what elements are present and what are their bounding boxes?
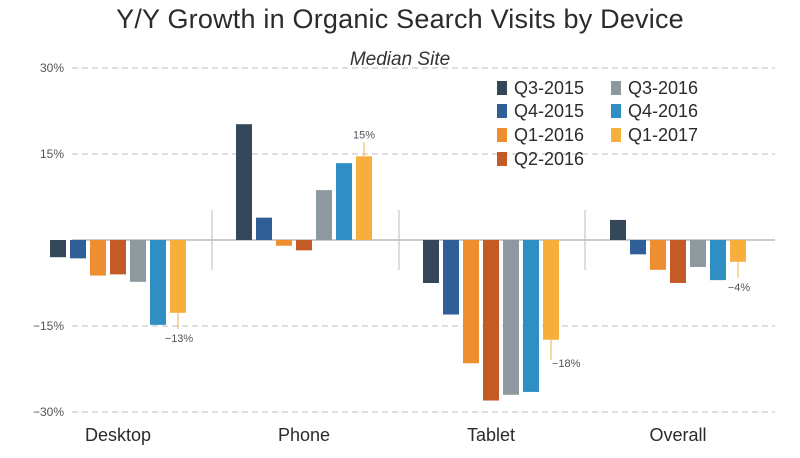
bar — [730, 240, 746, 262]
legend-swatch — [497, 81, 507, 95]
legend-swatch — [611, 104, 621, 118]
y-tick-label: 15% — [40, 147, 64, 161]
bar — [236, 124, 252, 240]
bar — [630, 240, 646, 255]
data-label: −13% — [165, 333, 194, 345]
legend-label: Q2-2016 — [514, 149, 584, 169]
bar — [503, 240, 519, 395]
bar — [170, 240, 186, 313]
legend-swatch — [611, 128, 621, 142]
y-tick-label: 30% — [40, 61, 64, 75]
bar — [296, 240, 312, 251]
legend-swatch — [497, 104, 507, 118]
bar — [650, 240, 666, 270]
data-label: −4% — [728, 282, 751, 294]
legend-label: Q1-2016 — [514, 125, 584, 145]
legend-label: Q3-2016 — [628, 78, 698, 98]
category-label: Overall — [649, 425, 706, 445]
bar — [50, 240, 66, 258]
data-label: −18% — [552, 358, 581, 370]
bar — [523, 240, 539, 392]
bar — [276, 240, 292, 246]
data-label: 15% — [353, 129, 375, 141]
legend-swatch — [497, 152, 507, 166]
bar — [70, 240, 86, 259]
chart-subtitle: Median Site — [349, 49, 451, 70]
legend-label: Q3-2015 — [514, 78, 584, 98]
bar — [316, 190, 332, 240]
bar — [356, 156, 372, 240]
bar — [463, 240, 479, 364]
bar — [543, 240, 559, 340]
bar — [130, 240, 146, 282]
bar — [110, 240, 126, 275]
y-tick-label: −15% — [33, 319, 64, 333]
category-label: Tablet — [467, 425, 515, 445]
category-label: Phone — [278, 425, 330, 445]
bar — [690, 240, 706, 267]
bar — [256, 217, 272, 240]
legend-label: Q4-2016 — [628, 101, 698, 121]
chart-title: Y/Y Growth in Organic Search Visits by D… — [116, 4, 684, 34]
legend-label: Q4-2015 — [514, 101, 584, 121]
category-label: Desktop — [85, 425, 151, 445]
bar — [483, 240, 499, 401]
legend-swatch — [497, 128, 507, 142]
y-tick-label: −30% — [33, 405, 64, 419]
bar — [443, 240, 459, 315]
bar — [670, 240, 686, 283]
legend-swatch — [611, 81, 621, 95]
bar — [610, 219, 626, 240]
bar — [710, 240, 726, 281]
legend-label: Q1-2017 — [628, 125, 698, 145]
bar — [90, 240, 106, 276]
bar — [423, 240, 439, 283]
bar — [150, 240, 166, 325]
bar — [336, 163, 352, 240]
